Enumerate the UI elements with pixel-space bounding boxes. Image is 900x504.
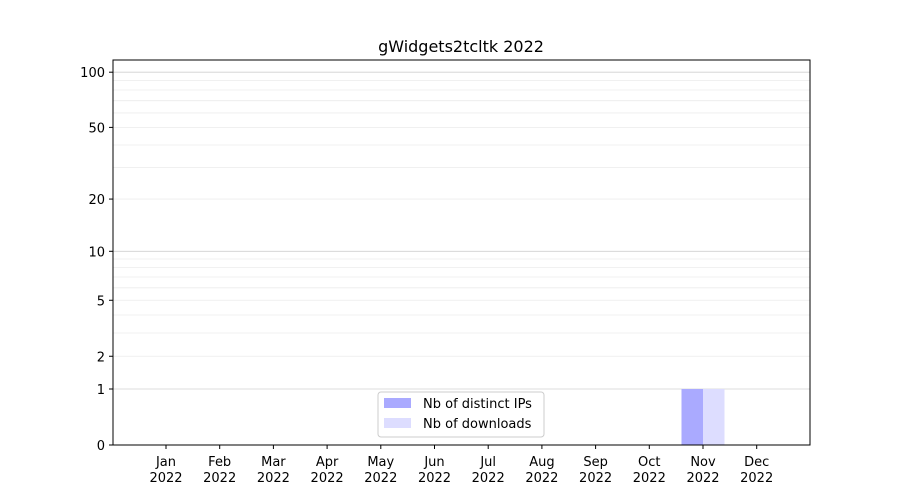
x-tick-label: Dec 2022 <box>740 455 773 486</box>
y-tick-label: 1 <box>97 383 105 398</box>
x-tick-label: Aug 2022 <box>525 455 558 486</box>
x-tick-label: Oct 2022 <box>633 455 666 486</box>
bar-downloads <box>703 389 725 445</box>
y-tick-label: 50 <box>88 121 105 136</box>
x-tick-label: Jul 2022 <box>472 455 505 486</box>
legend-box <box>377 391 545 438</box>
y-tick-label: 5 <box>97 294 105 309</box>
legend-swatch <box>384 418 411 428</box>
bar-distinct-ips <box>681 389 703 445</box>
plot-frame <box>112 59 811 446</box>
legend-label: Nb of downloads <box>423 417 532 432</box>
x-tick-label: Apr 2022 <box>311 455 344 486</box>
y-tick-label: 100 <box>80 66 105 81</box>
legend-swatch <box>384 398 411 408</box>
x-tick-label: Mar 2022 <box>257 455 290 486</box>
x-tick-label: Jan 2022 <box>149 455 182 486</box>
x-tick-label: May 2022 <box>364 455 397 486</box>
chart-title: gWidgets2tcltk 2022 <box>378 37 544 56</box>
y-tick-label: 10 <box>88 245 105 260</box>
x-tick-label: Feb 2022 <box>203 455 236 486</box>
x-tick-label: Jun 2022 <box>418 455 451 486</box>
x-tick-label: Sep 2022 <box>579 455 612 486</box>
y-tick-label: 20 <box>88 193 105 208</box>
y-tick-label: 0 <box>97 439 105 454</box>
legend-label: Nb of distinct IPs <box>423 397 532 412</box>
y-tick-label: 2 <box>97 350 105 365</box>
legend: Nb of distinct IPs Nb of downloads <box>377 391 545 438</box>
x-tick-label: Nov 2022 <box>686 455 719 486</box>
